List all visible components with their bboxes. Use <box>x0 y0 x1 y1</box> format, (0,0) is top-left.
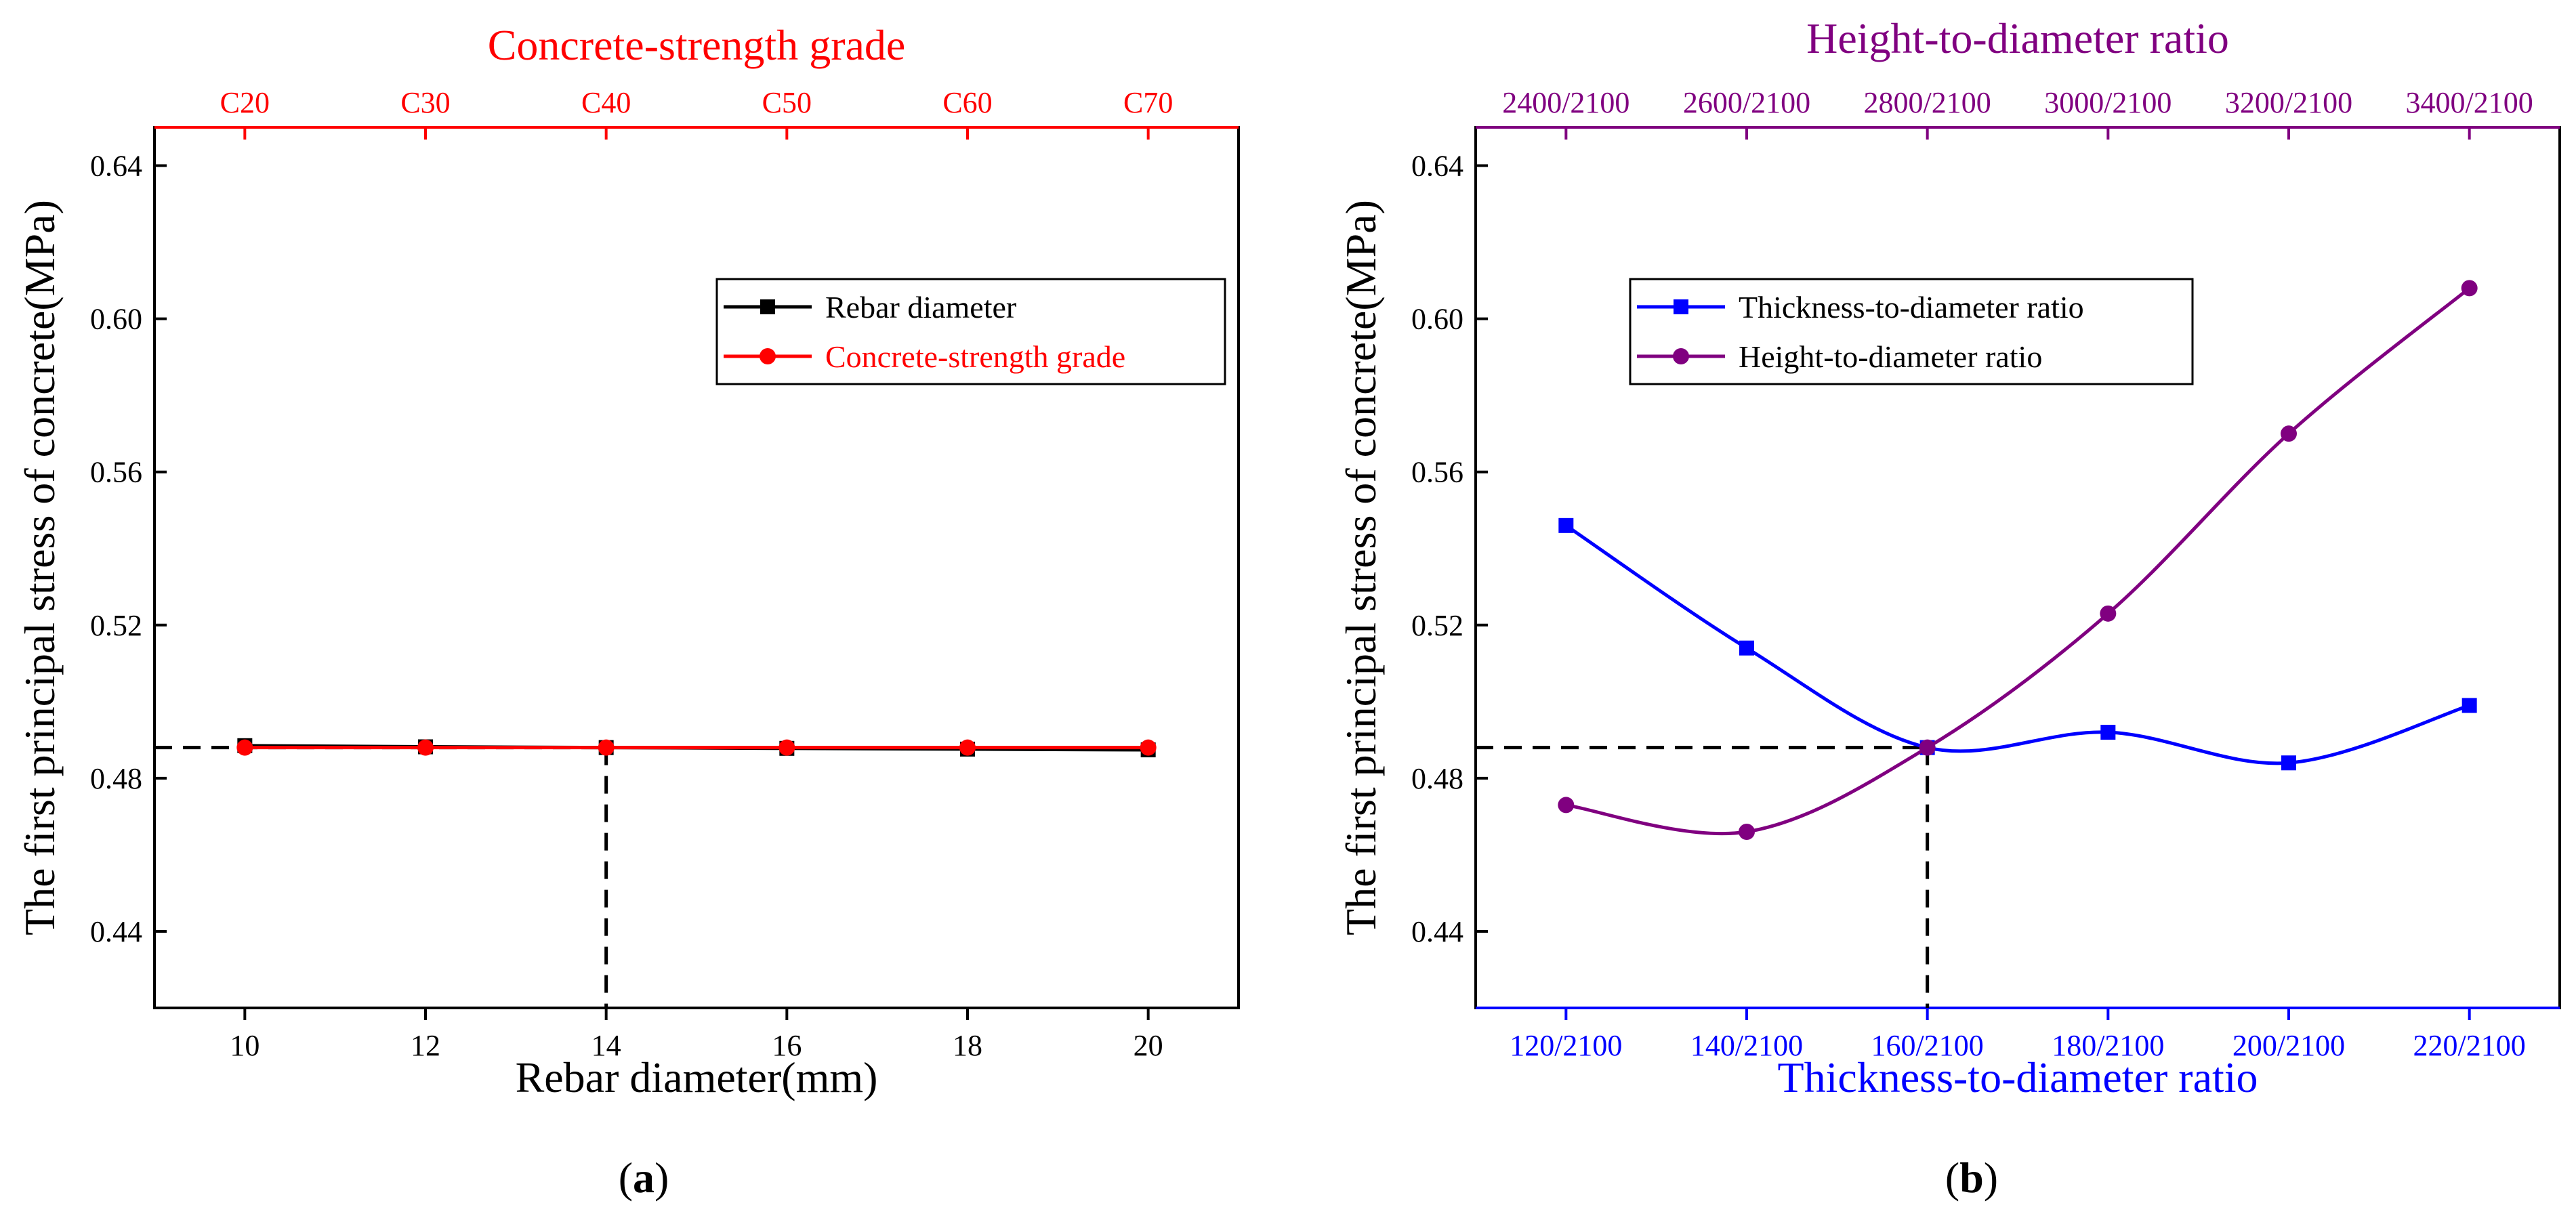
panel-b: 0.44 0.48 0.52 0.56 0.60 0.64 120/2100 140/210… <box>1337 14 2561 1202</box>
data-point-circle <box>959 739 976 756</box>
x-tick-label: 20 <box>1134 1029 1163 1062</box>
y-axis-title-a: The first principal stress of concrete(M… <box>16 200 64 935</box>
data-point-circle <box>1739 824 1755 840</box>
data-point-square <box>2461 698 2477 713</box>
y-tick-label: 0.52 <box>90 609 142 642</box>
x-tick-label: 120/2100 <box>1510 1029 1622 1062</box>
x-tick-label: 200/2100 <box>2232 1029 2345 1062</box>
legend-label-height-ratio: Height-to-diameter ratio <box>1739 339 2042 374</box>
data-point-circle <box>778 739 795 756</box>
y-tick-label: 0.44 <box>1411 915 1463 948</box>
x-tick-label: 220/2100 <box>2413 1029 2526 1062</box>
y-tick-label: 0.44 <box>90 915 142 948</box>
top-tick-label: C40 <box>581 86 631 119</box>
data-point-square <box>2281 755 2296 771</box>
y-tick-label: 0.64 <box>90 150 142 183</box>
top-tick-label: 2800/2100 <box>1864 86 1991 119</box>
top-tick-label: C50 <box>762 86 812 119</box>
data-point-circle <box>598 739 615 756</box>
legend-marker-circle-a <box>760 348 776 364</box>
series-line-0 <box>1564 524 2470 765</box>
data-point-circle <box>1558 797 1575 814</box>
panel-a: 0.44 0.48 0.52 0.56 0.60 0.64 10 12 14 16 18 20 C2… <box>16 21 1240 1202</box>
top-tick-label: 2600/2100 <box>1683 86 1810 119</box>
bottom-axis-title-a: Rebar diameter(mm) <box>516 1053 878 1101</box>
x-tick-label: 14 <box>591 1029 621 1062</box>
legend-b: Thickness-to-diameter ratio Height-to-di… <box>1629 278 2194 385</box>
data-point-circle <box>2281 425 2297 442</box>
y-tick-label: 0.56 <box>1411 456 1463 489</box>
top-tick-label: C20 <box>220 86 270 119</box>
top-tick-label: C30 <box>400 86 450 119</box>
y-tick-label: 0.60 <box>90 303 142 336</box>
y-tick-label: 0.56 <box>90 456 142 489</box>
top-tick-label: 3400/2100 <box>2406 86 2533 119</box>
top-tick-label: C70 <box>1123 86 1173 119</box>
legend-label-thickness-ratio: Thickness-to-diameter ratio <box>1739 290 2084 324</box>
x-tick-label: 18 <box>953 1029 982 1062</box>
data-point-square <box>1739 640 1754 656</box>
legend-label-rebar-diameter: Rebar diameter <box>825 290 1016 324</box>
x-tick-label: 180/2100 <box>2052 1029 2164 1062</box>
legend-label-concrete-strength-grade: Concrete-strength grade <box>825 339 1125 374</box>
y-axis-title-b: The first principal stress of concrete(M… <box>1337 200 1385 935</box>
data-point-square <box>2100 725 2116 740</box>
x-tick-label: 16 <box>772 1029 802 1062</box>
data-point-circle <box>2100 605 2117 622</box>
y-tick-label: 0.64 <box>1411 150 1463 183</box>
top-tick-label: C60 <box>942 86 992 119</box>
y-tick-label: 0.48 <box>90 762 142 795</box>
data-point-circle <box>417 739 434 756</box>
x-tick-label: 10 <box>230 1029 259 1062</box>
caption-b: (b) <box>1945 1154 1998 1202</box>
data-point-circle <box>236 739 253 756</box>
top-tick-label: 3200/2100 <box>2225 86 2352 119</box>
y-tick-label: 0.60 <box>1411 303 1463 336</box>
x-tick-label: 140/2100 <box>1690 1029 1803 1062</box>
top-tick-label: 3000/2100 <box>2044 86 2172 119</box>
data-point-circle <box>1919 739 1936 756</box>
x-tick-label: 12 <box>411 1029 440 1062</box>
data-point-square <box>1558 518 1574 533</box>
legend-a: Rebar diameter Concrete-strength grade <box>715 278 1226 385</box>
bottom-axis-title-b: Thickness-to-diameter ratio <box>1777 1053 2258 1101</box>
top-tick-label: 2400/2100 <box>1502 86 1629 119</box>
series-line-1 <box>1565 287 2471 836</box>
legend-marker-square-a <box>760 299 775 314</box>
y-tick-label: 0.48 <box>1411 762 1463 795</box>
x-tick-label: 160/2100 <box>1871 1029 1984 1062</box>
data-point-circle <box>2461 280 2478 297</box>
caption-a: (a) <box>619 1154 669 1202</box>
top-axis-title-b: Height-to-diameter ratio <box>1806 14 2229 62</box>
legend-marker-square-b <box>1674 299 1688 314</box>
y-tick-label: 0.52 <box>1411 609 1463 642</box>
legend-marker-circle-b <box>1673 348 1689 364</box>
data-point-circle <box>1140 739 1157 756</box>
top-axis-title-a: Concrete-strength grade <box>488 21 906 69</box>
